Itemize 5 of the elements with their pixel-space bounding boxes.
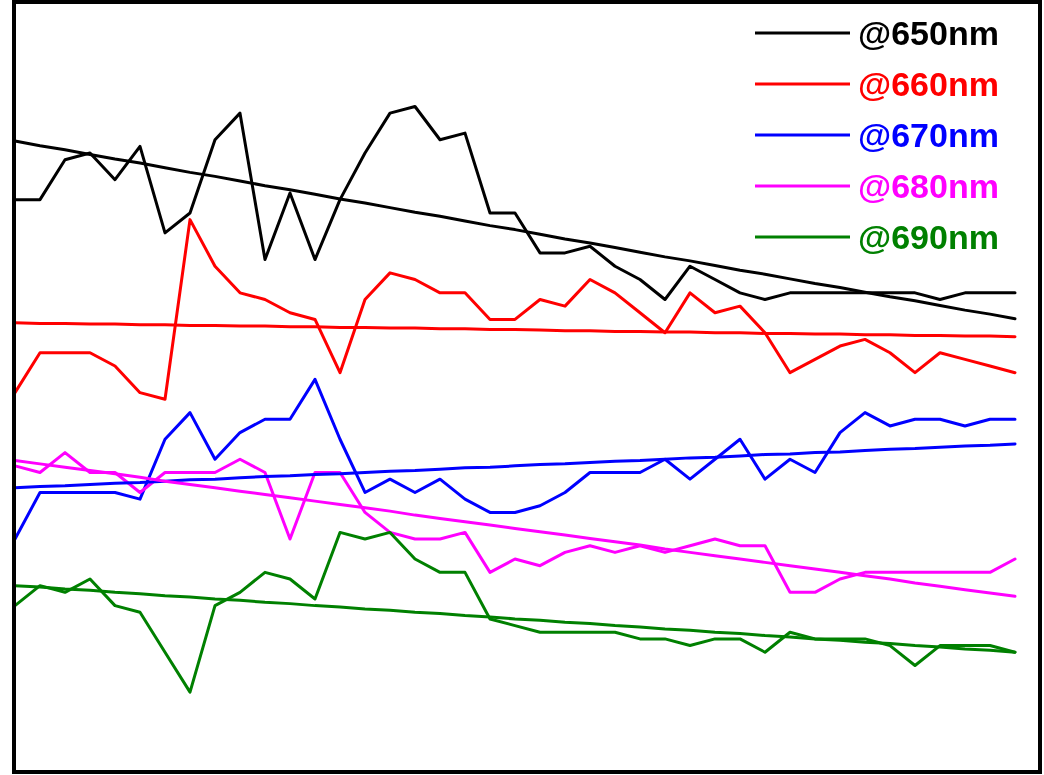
legend-label: @670nm [858,116,999,154]
legend-label: @690nm [858,218,999,256]
legend-label: @650nm [858,14,999,52]
legend-label: @660nm [858,65,999,103]
legend-label: @680nm [858,167,999,205]
